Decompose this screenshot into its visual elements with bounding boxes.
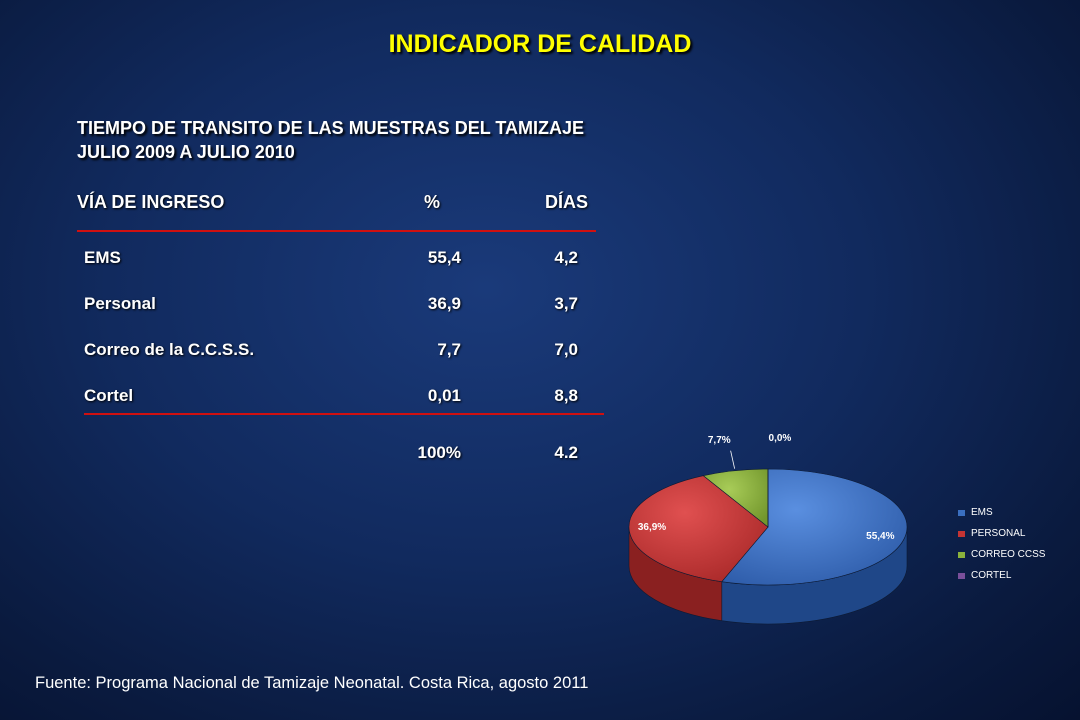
source-footer: Fuente: Programa Nacional de Tamizaje Ne… (35, 674, 589, 692)
pie-slice-1 (628, 475, 769, 583)
legend-item: CORREO CCSS (958, 548, 1045, 569)
header-pct: % (424, 192, 441, 212)
row-dias: 7,0 (554, 340, 578, 359)
data-label-3: 0,0% (769, 433, 792, 444)
header-divider (77, 230, 596, 232)
legend-label: CORREO CCSS (971, 549, 1046, 560)
legend-swatch (958, 510, 965, 516)
chart-legend: EMS PERSONAL CORREO CCSS CORTEL (958, 506, 1045, 590)
row-pct: 0,01 (427, 386, 461, 405)
total-dias: 4.2 (554, 443, 578, 462)
legend-item: EMS (958, 506, 1045, 527)
row-pct: 55,4 (427, 248, 461, 267)
header-via: VÍA DE INGRESO (77, 192, 225, 212)
legend-swatch (958, 531, 965, 537)
row-dias: 3,7 (554, 294, 578, 313)
row-dias: 4,2 (554, 248, 578, 267)
subtitle: TIEMPO DE TRANSITO DE LAS MUESTRAS DEL T… (77, 116, 584, 164)
subtitle-line-1: TIEMPO DE TRANSITO DE LAS MUESTRAS DEL T… (77, 118, 585, 138)
legend-item: PERSONAL (958, 527, 1045, 548)
legend-label: EMS (971, 507, 993, 518)
legend-swatch (958, 573, 965, 579)
legend-label: PERSONAL (971, 528, 1026, 539)
header-dias: DÍAS (545, 192, 589, 212)
row-via: Cortel (84, 386, 134, 405)
row-via: EMS (84, 248, 121, 267)
data-label-2: 7,7% (708, 435, 731, 446)
data-label-1: 36,9% (638, 522, 666, 533)
page-title: INDICADOR DE CALIDAD (388, 30, 692, 58)
legend-swatch (958, 552, 965, 558)
row-pct: 7,7 (437, 340, 461, 359)
legend-label: CORTEL (971, 570, 1012, 581)
leader-line (730, 450, 736, 469)
pie-chart: 55,4% 36,9% 7,7% 0,0% (628, 433, 908, 625)
total-divider (84, 413, 604, 415)
legend-item: CORTEL (958, 569, 1045, 590)
row-dias: 8,8 (554, 386, 578, 405)
row-pct: 36,9 (427, 294, 461, 313)
row-via: Personal (84, 294, 156, 313)
total-pct: 100% (417, 443, 461, 462)
data-label-0: 55,4% (866, 531, 894, 542)
subtitle-line-2: JULIO 2009 A JULIO 2010 (77, 142, 295, 162)
row-via: Correo de la C.C.S.S. (84, 340, 255, 359)
